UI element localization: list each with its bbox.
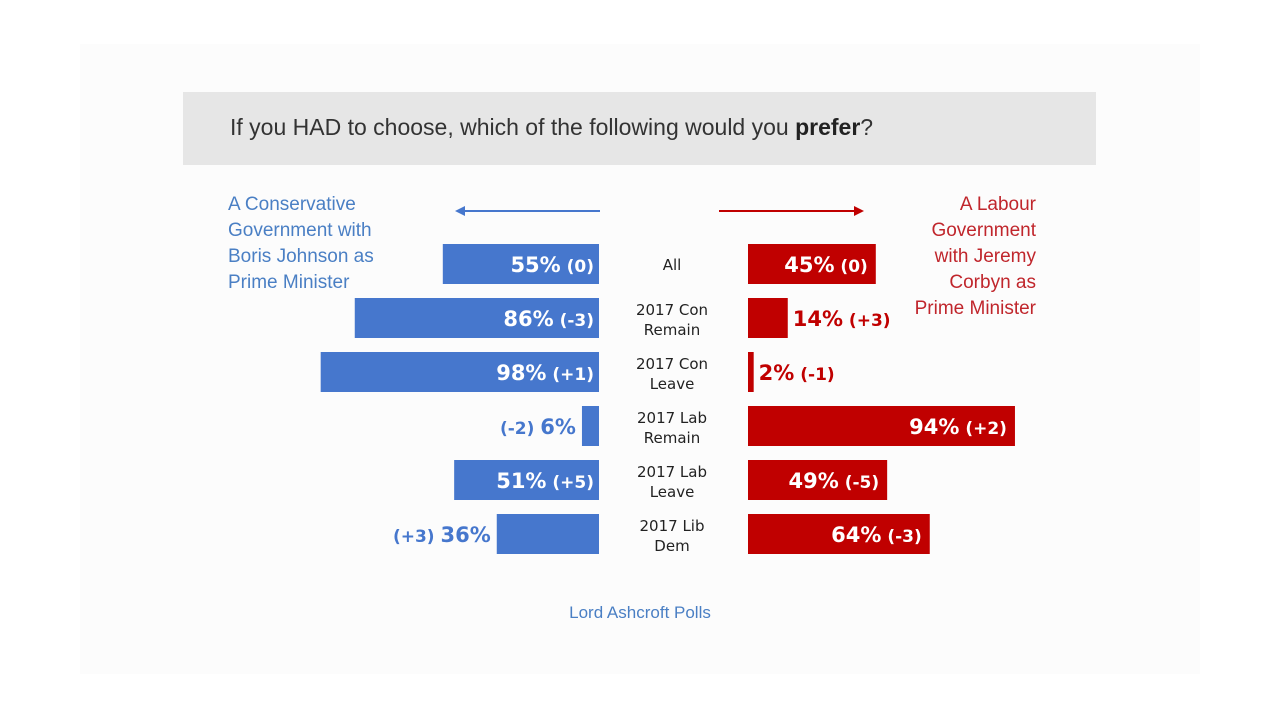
question-text-bold: prefer <box>795 114 861 140</box>
labour-value-label: 2% (-1) <box>759 361 835 385</box>
question-text-end: ? <box>860 114 874 140</box>
question-title: If you HAD to choose, which of the follo… <box>230 114 873 141</box>
conservative-bar <box>442 244 599 284</box>
conservative-value-label: (-2) 6% <box>500 415 576 439</box>
conservative-value-label: 51% (+5) <box>496 469 594 493</box>
category-label: Remain <box>644 429 700 447</box>
category-label: Remain <box>644 321 700 339</box>
conservative-bar <box>320 352 599 392</box>
labour-label-line: Government <box>931 220 1036 241</box>
category-label: Dem <box>654 537 689 555</box>
source-credit: Lord Ashcroft Polls <box>569 603 711 622</box>
left-arrow-head <box>455 206 465 216</box>
labour-bar <box>748 460 888 500</box>
category-label: 2017 Lab <box>637 409 707 427</box>
category-label: All <box>663 256 682 274</box>
labour-bar <box>748 298 788 338</box>
conservative-bar <box>354 298 599 338</box>
conservative-bar <box>581 406 599 446</box>
category-label: Leave <box>650 483 695 501</box>
conservative-bar <box>496 514 599 554</box>
question-banner: If you HAD to choose, which of the follo… <box>183 92 1096 165</box>
category-label: 2017 Con <box>636 301 708 319</box>
conservative-value-label: 98% (+1) <box>496 361 594 385</box>
category-label: 2017 Con <box>636 355 708 373</box>
conservative-label-line: Government with <box>228 220 372 241</box>
labour-bar <box>748 352 754 392</box>
labour-bar <box>748 406 1015 446</box>
category-label: 2017 Lib <box>640 517 705 535</box>
labour-value-label: 49% (-5) <box>789 469 880 493</box>
labour-value-label: 94% (+2) <box>909 415 1007 439</box>
labour-label-line: Corbyn as <box>949 272 1036 293</box>
labour-value-label: 45% (0) <box>784 253 868 277</box>
conservative-bar <box>454 460 599 500</box>
labour-label-line: A Labour <box>959 194 1036 215</box>
labour-label-line: with Jeremy <box>934 246 1036 267</box>
conservative-side-label: A Conservative Government with Boris Johns… <box>228 192 428 296</box>
labour-value-label: 64% (-3) <box>831 523 922 547</box>
labour-label-line: Prime Minister <box>914 298 1036 319</box>
conservative-value-label: 86% (-3) <box>503 307 594 331</box>
conservative-value-label: 55% (0) <box>510 253 594 277</box>
conservative-label-line: Boris Johnson as <box>228 246 374 267</box>
right-arrow-head <box>854 206 864 216</box>
labour-value-label: 14% (+3) <box>793 307 891 331</box>
labour-bar <box>748 244 876 284</box>
category-label: Leave <box>650 375 695 393</box>
category-label: 2017 Lab <box>637 463 707 481</box>
conservative-label-line: A Conservative <box>228 194 356 215</box>
labour-side-label: A Labour Government with Jeremy Corbyn as Pr… <box>860 192 1036 322</box>
labour-bar <box>748 514 930 554</box>
conservative-value-label: (+3) 36% <box>393 523 491 547</box>
question-text-start: If you HAD to choose, which of the follo… <box>230 114 796 140</box>
conservative-label-line: Prime Minister <box>228 272 350 293</box>
